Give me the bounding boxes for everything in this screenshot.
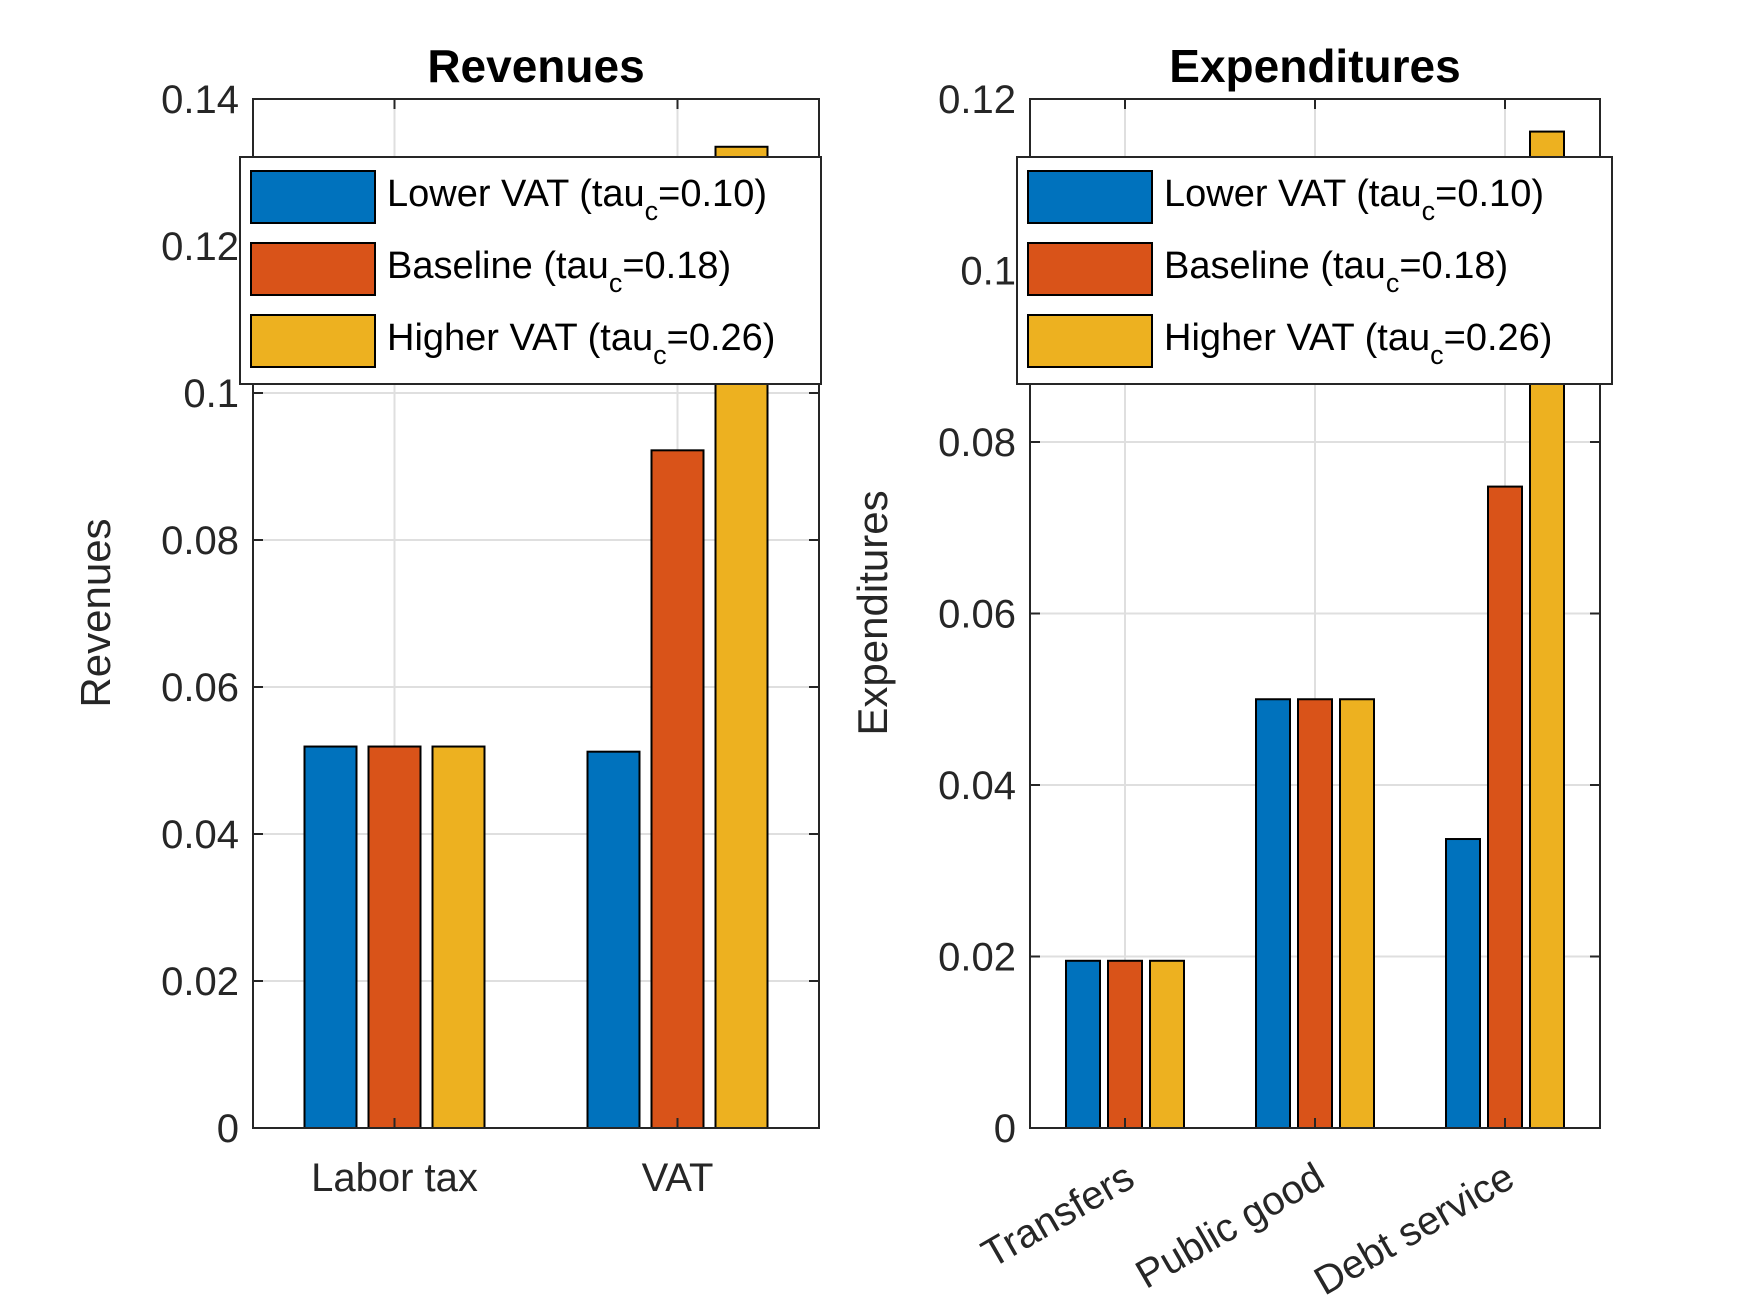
legend-swatch: [250, 242, 376, 296]
legend-entry: Higher VAT (tauc=0.26): [387, 317, 775, 370]
legend-entry: Baseline (tauc=0.18): [1164, 245, 1508, 298]
axes-frame: [252, 98, 820, 1129]
y-tick-label: 0: [994, 1107, 1016, 1151]
bar: [586, 750, 641, 1129]
bar: [367, 745, 422, 1129]
y-tick-label: 0.1: [960, 250, 1016, 294]
bar: [1149, 959, 1185, 1129]
y-axis-label: Expenditures: [849, 490, 896, 735]
legend-swatch: [250, 314, 376, 368]
legend-swatch: [1027, 314, 1153, 368]
bar: [1107, 959, 1143, 1129]
revenues-panel: 0 0.02 0.04 0.06 0.08 0.1 0.12 0.14 Labor tax VAT…: [72, 40, 822, 1200]
chart-title: Expenditures: [1169, 40, 1460, 92]
legend-swatch: [1027, 170, 1153, 224]
bar: [1255, 698, 1291, 1129]
y-tick-label: 0.04: [938, 764, 1016, 808]
y-tick-label: 0.1: [183, 372, 239, 416]
x-tick-label: VAT: [642, 1156, 714, 1200]
bar: [1065, 959, 1101, 1129]
bar: [1487, 485, 1523, 1129]
bar: [1445, 838, 1481, 1130]
legend-entry: Baseline (tauc=0.18): [387, 245, 731, 298]
chart-title: Revenues: [427, 40, 644, 92]
y-tick-label: 0.08: [938, 421, 1016, 465]
legend-entry: Lower VAT (tauc=0.10): [1164, 173, 1544, 226]
legend-swatch: [1027, 242, 1153, 296]
bar: [650, 449, 705, 1129]
y-tick-label: 0: [217, 1107, 239, 1151]
y-tick-label: 0.04: [161, 813, 239, 857]
legend-entry: Higher VAT (tauc=0.26): [1164, 317, 1552, 370]
bar: [303, 745, 358, 1129]
legend-swatch: [250, 170, 376, 224]
y-tick-label: 0.06: [161, 666, 239, 710]
bar: [1297, 698, 1333, 1129]
y-tick-label: 0.14: [161, 78, 239, 122]
y-tick-label: 0.08: [161, 519, 239, 563]
y-tick-label: 0.12: [161, 225, 239, 269]
legend-entry: Lower VAT (tauc=0.10): [387, 173, 767, 226]
bar: [431, 745, 486, 1129]
y-tick-label: 0.02: [938, 936, 1016, 980]
y-tick-label: 0.02: [161, 960, 239, 1004]
y-tick-label: 0.12: [938, 78, 1016, 122]
bar: [1339, 698, 1375, 1129]
y-tick-label: 0.06: [938, 593, 1016, 637]
expenditures-panel: 00.020.040.060.080.10.12TransfersPublic …: [849, 40, 1613, 1304]
y-axis-label: Revenues: [72, 518, 119, 707]
x-tick-label: Labor tax: [311, 1156, 478, 1200]
